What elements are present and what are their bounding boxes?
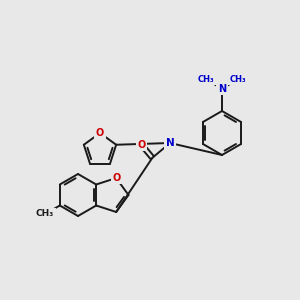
- Text: O: O: [112, 173, 120, 183]
- Text: CH₃: CH₃: [198, 74, 214, 83]
- Text: O: O: [137, 140, 146, 150]
- Text: N: N: [166, 138, 174, 148]
- Text: CH₃: CH₃: [230, 74, 246, 83]
- Text: N: N: [218, 84, 226, 94]
- Text: O: O: [96, 128, 104, 138]
- Text: CH₃: CH₃: [36, 209, 54, 218]
